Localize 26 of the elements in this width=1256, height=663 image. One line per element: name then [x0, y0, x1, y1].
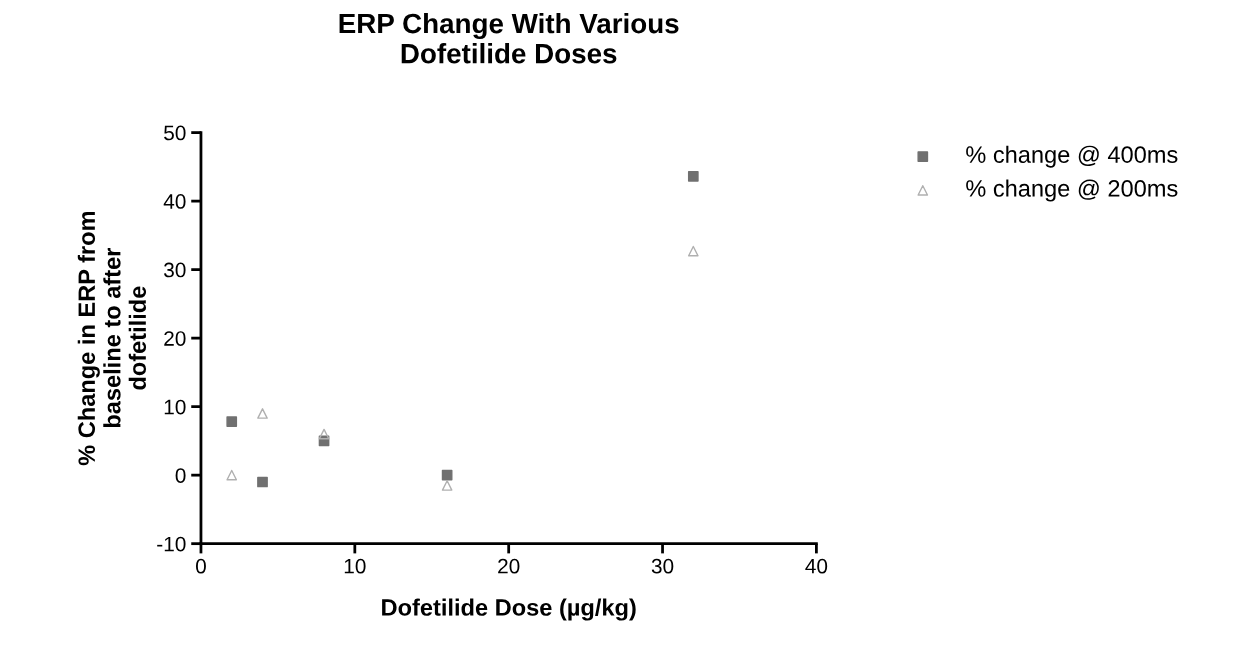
chart-title: ERP Change With Various Dofetilide Doses: [339, 12, 679, 64]
x-axis-title: Dofetilide Dose (µg/kg): [382, 598, 636, 621]
point: [687, 245, 699, 257]
point: [226, 416, 238, 428]
y-tick-label: 20: [164, 331, 186, 346]
x-tick-label: 20: [498, 558, 520, 574]
x-tick-label: 30: [651, 558, 674, 574]
legend-label: % change @ 200ms: [966, 179, 1178, 202]
y-tick-label: -10: [157, 536, 186, 552]
y-axis-title: % Change in ERP from baseline to after dofetilide: [77, 211, 147, 466]
x-tick-label: 10: [344, 558, 366, 574]
point: [318, 428, 330, 440]
y-tick-label: 50: [164, 125, 186, 141]
y-tick-label: 0: [175, 468, 186, 483]
y-tick-label: 40: [163, 194, 186, 209]
point: [441, 469, 453, 481]
x-tick-label: 0: [195, 558, 206, 574]
legend-label: % change @ 400ms: [966, 145, 1178, 168]
point: [687, 171, 699, 182]
point: [441, 480, 453, 491]
y-tick-label: 30: [164, 262, 186, 278]
point: [257, 408, 268, 419]
x-tick-label: 40: [805, 558, 828, 574]
point: [257, 476, 268, 488]
y-tick-label: 10: [164, 399, 186, 415]
point: [226, 469, 238, 481]
